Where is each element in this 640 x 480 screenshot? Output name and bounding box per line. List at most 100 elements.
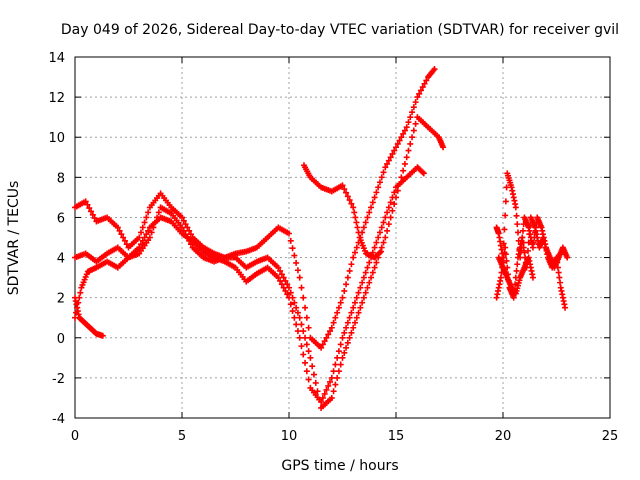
data-point bbox=[284, 291, 291, 298]
data-point bbox=[341, 349, 348, 356]
data-point bbox=[351, 209, 358, 216]
data-point bbox=[343, 189, 350, 196]
data-point bbox=[387, 214, 394, 221]
data-point bbox=[503, 257, 510, 264]
data-point bbox=[371, 194, 378, 201]
data-point bbox=[391, 201, 398, 208]
data-point bbox=[556, 274, 563, 281]
data-point bbox=[419, 84, 426, 91]
data-point bbox=[529, 274, 536, 281]
data-point bbox=[412, 99, 419, 106]
y-tick-label: 0 bbox=[57, 332, 65, 347]
data-point bbox=[376, 179, 383, 186]
data-point bbox=[291, 299, 298, 306]
data-point bbox=[355, 229, 362, 236]
data-point bbox=[391, 147, 398, 154]
data-point bbox=[155, 209, 162, 216]
data-point bbox=[350, 304, 357, 311]
data-point bbox=[305, 324, 312, 331]
data-point bbox=[343, 324, 350, 331]
data-point bbox=[366, 279, 373, 286]
data-point bbox=[280, 284, 287, 291]
data-point bbox=[394, 140, 401, 147]
data-point bbox=[84, 201, 91, 208]
data-point bbox=[318, 344, 325, 351]
data-point bbox=[282, 277, 289, 284]
data-point bbox=[86, 205, 93, 212]
data-point bbox=[400, 130, 407, 137]
data-point bbox=[412, 120, 419, 127]
data-point bbox=[515, 237, 522, 244]
data-point bbox=[502, 198, 509, 205]
data-point bbox=[187, 231, 194, 238]
data-point bbox=[348, 200, 355, 207]
data-point bbox=[417, 87, 424, 94]
data-point bbox=[513, 267, 520, 274]
data-point bbox=[351, 249, 358, 256]
data-point bbox=[364, 264, 371, 271]
data-point bbox=[354, 224, 361, 231]
data-point bbox=[291, 252, 298, 259]
data-point bbox=[148, 229, 155, 236]
data-point bbox=[121, 237, 128, 244]
data-point bbox=[376, 249, 383, 256]
data-point bbox=[339, 334, 346, 341]
data-point bbox=[186, 227, 193, 234]
data-point bbox=[286, 230, 292, 237]
data-point bbox=[371, 244, 378, 251]
data-point bbox=[524, 247, 531, 254]
y-tick-labels: -4 -2 0 2 4 6 8 10 12 14 bbox=[48, 51, 65, 427]
data-point bbox=[348, 261, 355, 268]
data-point bbox=[278, 271, 285, 278]
data-point bbox=[319, 341, 326, 348]
data-point bbox=[88, 208, 95, 215]
data-point bbox=[302, 304, 309, 311]
data-point bbox=[514, 221, 521, 228]
data-point bbox=[346, 197, 353, 204]
data-point bbox=[385, 204, 392, 211]
data-point bbox=[410, 104, 417, 111]
data-point bbox=[146, 234, 153, 241]
data-point bbox=[382, 214, 389, 221]
data-point bbox=[405, 147, 412, 154]
y-tick-label: 2 bbox=[57, 292, 65, 307]
data-point bbox=[517, 247, 524, 254]
data-point bbox=[351, 299, 358, 306]
data-point bbox=[307, 354, 314, 361]
data-point bbox=[287, 289, 294, 296]
data-point bbox=[532, 229, 539, 236]
data-point bbox=[182, 221, 189, 228]
data-point bbox=[532, 224, 539, 231]
data-point bbox=[139, 224, 146, 231]
data-point bbox=[145, 227, 152, 234]
data-point bbox=[275, 274, 282, 281]
data-point bbox=[350, 204, 357, 211]
y-tick-label: -4 bbox=[52, 412, 65, 427]
x-tick-label: 25 bbox=[602, 429, 619, 444]
data-point bbox=[385, 157, 392, 164]
data-point bbox=[514, 261, 521, 268]
data-point bbox=[421, 80, 428, 87]
data-point bbox=[405, 119, 412, 126]
data-point bbox=[284, 281, 291, 288]
data-point bbox=[529, 244, 536, 251]
data-point bbox=[334, 354, 341, 361]
data-point bbox=[431, 66, 438, 73]
data-point bbox=[344, 274, 351, 281]
data-point bbox=[378, 174, 385, 181]
data-point bbox=[419, 169, 426, 176]
data-point bbox=[120, 234, 127, 241]
data-point bbox=[330, 319, 337, 326]
x-tick-label: 15 bbox=[388, 429, 405, 444]
data-point bbox=[298, 321, 305, 328]
data-point bbox=[555, 269, 562, 276]
data-point bbox=[389, 207, 396, 214]
data-point bbox=[557, 279, 564, 286]
data-point bbox=[344, 319, 351, 326]
data-point bbox=[364, 214, 371, 221]
data-point bbox=[180, 217, 187, 224]
data-point bbox=[136, 234, 143, 241]
data-point bbox=[275, 264, 282, 271]
data-point bbox=[334, 374, 341, 381]
